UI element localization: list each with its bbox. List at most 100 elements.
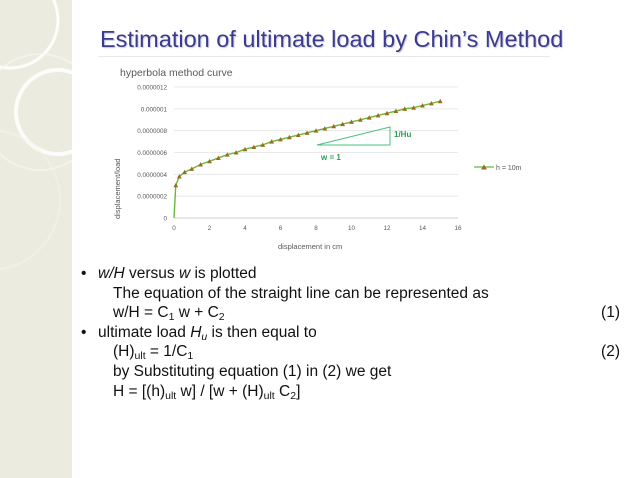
data-point xyxy=(189,166,195,171)
data-point xyxy=(340,121,346,127)
data-point xyxy=(269,139,275,144)
y-tick-label: 0.0000012 xyxy=(137,85,167,92)
text-fragment: 1 xyxy=(168,311,175,324)
data-point xyxy=(242,146,248,152)
data-point xyxy=(207,158,212,164)
data-point xyxy=(182,169,188,175)
text-fragment: ult xyxy=(134,350,146,363)
line-text: The equation of the straight line can be… xyxy=(113,284,489,304)
bullet-subline: H = [(h)ult w] / [w + (H)ult C2] xyxy=(78,382,623,402)
bullet-subline: (H)ult = 1/C1 (2) xyxy=(78,342,623,362)
line-text: w/H = C1 w + C2 xyxy=(113,303,225,323)
data-point xyxy=(384,110,390,116)
data-point xyxy=(233,150,239,155)
bullet-subline: by Substituting equation (1) in (2) we g… xyxy=(78,362,623,382)
data-point xyxy=(331,123,337,129)
x-tick-label: 6 xyxy=(279,225,283,232)
y-tick-label: 0.0000004 xyxy=(137,172,167,179)
data-point xyxy=(322,126,328,131)
text-fragment: ult xyxy=(263,389,275,402)
text-fragment: H xyxy=(190,323,202,341)
text-fragment: by Substituting equation (1) in (2) we g… xyxy=(113,362,392,380)
decorative-sidebar xyxy=(0,0,72,478)
x-tick-label: 8 xyxy=(314,225,318,232)
text-fragment: w + C xyxy=(174,304,219,322)
line-text: H = [(h)ult w] / [w + (H)ult C2] xyxy=(113,382,300,402)
run-annotation: w = 1 xyxy=(320,153,341,162)
y-tick-label: 0.0000002 xyxy=(137,194,167,201)
bullet-marker: • xyxy=(81,265,87,282)
y-tick-label: 0.0000006 xyxy=(137,150,167,157)
hyperbola-chart: hyperbola method curve 0 0.0000002 0.00000… xyxy=(113,67,522,251)
y-tick-label: 0 xyxy=(163,216,167,223)
x-tick-label: 12 xyxy=(383,225,391,232)
data-point xyxy=(251,144,257,150)
slide-title: Estimation of ultimate load by Chin’s Me… xyxy=(100,26,564,52)
data-point xyxy=(224,152,230,157)
data-point xyxy=(411,105,417,110)
text-fragment: The equation of the straight line can be… xyxy=(113,284,489,302)
bullet-subline: The equation of the straight line can be… xyxy=(78,284,623,304)
y-tick-label: 0.000001 xyxy=(141,106,168,113)
bullet-item: • ultimate load Hu is then equal to xyxy=(78,323,623,343)
decorative-circles-icon xyxy=(0,0,72,271)
equation-number: (1) xyxy=(601,304,620,322)
data-point xyxy=(349,119,354,124)
text-fragment: w/H = C xyxy=(113,304,169,322)
text-fragment: w] / [w + (H) xyxy=(176,382,264,400)
slope-annotation: 1/Hu xyxy=(394,130,411,139)
text-fragment: 2 xyxy=(218,311,225,324)
data-point xyxy=(393,108,399,114)
slope-triangle xyxy=(316,126,391,146)
data-point xyxy=(366,115,372,120)
text-fragment: 1 xyxy=(187,350,194,363)
line-text: ultimate load Hu is then equal to xyxy=(98,323,317,343)
text-fragment: ult xyxy=(165,389,177,402)
data-point xyxy=(215,155,221,160)
y-tick-label: 0.0000008 xyxy=(137,128,167,135)
text-fragment: is plotted xyxy=(190,265,257,282)
data-point xyxy=(313,128,319,133)
text-fragment: = 1/C xyxy=(145,343,188,361)
text-fragment: w/H xyxy=(98,265,125,282)
series-group xyxy=(173,98,443,219)
data-point xyxy=(357,117,363,122)
x-tick-label: 2 xyxy=(208,225,212,232)
data-point xyxy=(437,98,443,104)
data-point xyxy=(176,174,182,179)
text-fragment: ] xyxy=(296,382,301,400)
data-point xyxy=(375,112,381,118)
legend: h = 10m xyxy=(474,164,522,172)
data-point xyxy=(304,130,310,135)
text-fragment: ultimate load xyxy=(98,323,191,341)
text-fragment: versus xyxy=(124,265,179,282)
bullet-marker: • xyxy=(81,323,87,341)
x-tick-label: 16 xyxy=(454,225,462,232)
data-point xyxy=(428,100,434,106)
data-point xyxy=(420,103,425,108)
y-axis-ticks: 0 0.0000002 0.0000004 0.0000006 0.0000008 0.0… xyxy=(137,85,167,223)
data-point xyxy=(286,134,292,140)
legend-entry: h = 10m xyxy=(496,165,522,172)
data-point xyxy=(198,162,204,167)
x-tick-label: 10 xyxy=(348,225,356,232)
bullet-item: • w/H versus w is plotted xyxy=(78,264,623,284)
text-fragment: is then equal to xyxy=(207,323,317,341)
text-fragment: w xyxy=(178,265,191,282)
data-point xyxy=(402,106,408,111)
data-point xyxy=(295,132,301,138)
x-axis-label: displacement in cm xyxy=(278,242,342,251)
x-tick-label: 0 xyxy=(172,225,176,232)
x-tick-label: 14 xyxy=(419,225,427,232)
x-tick-label: 4 xyxy=(243,225,247,232)
text-fragment: u xyxy=(201,330,208,343)
bullet-subline: w/H = C1 w + C2 (1) xyxy=(78,303,623,323)
text-fragment: 2 xyxy=(290,389,297,402)
series-line xyxy=(173,100,441,219)
text-fragment: (H) xyxy=(113,343,135,361)
text-fragment: C xyxy=(274,382,291,400)
chart-title: hyperbola method curve xyxy=(120,67,233,79)
bullet-list: • w/H versus w is plotted The equation of … xyxy=(78,264,623,401)
line-text: (H)ult = 1/C1 xyxy=(113,342,193,362)
data-point xyxy=(173,182,179,188)
